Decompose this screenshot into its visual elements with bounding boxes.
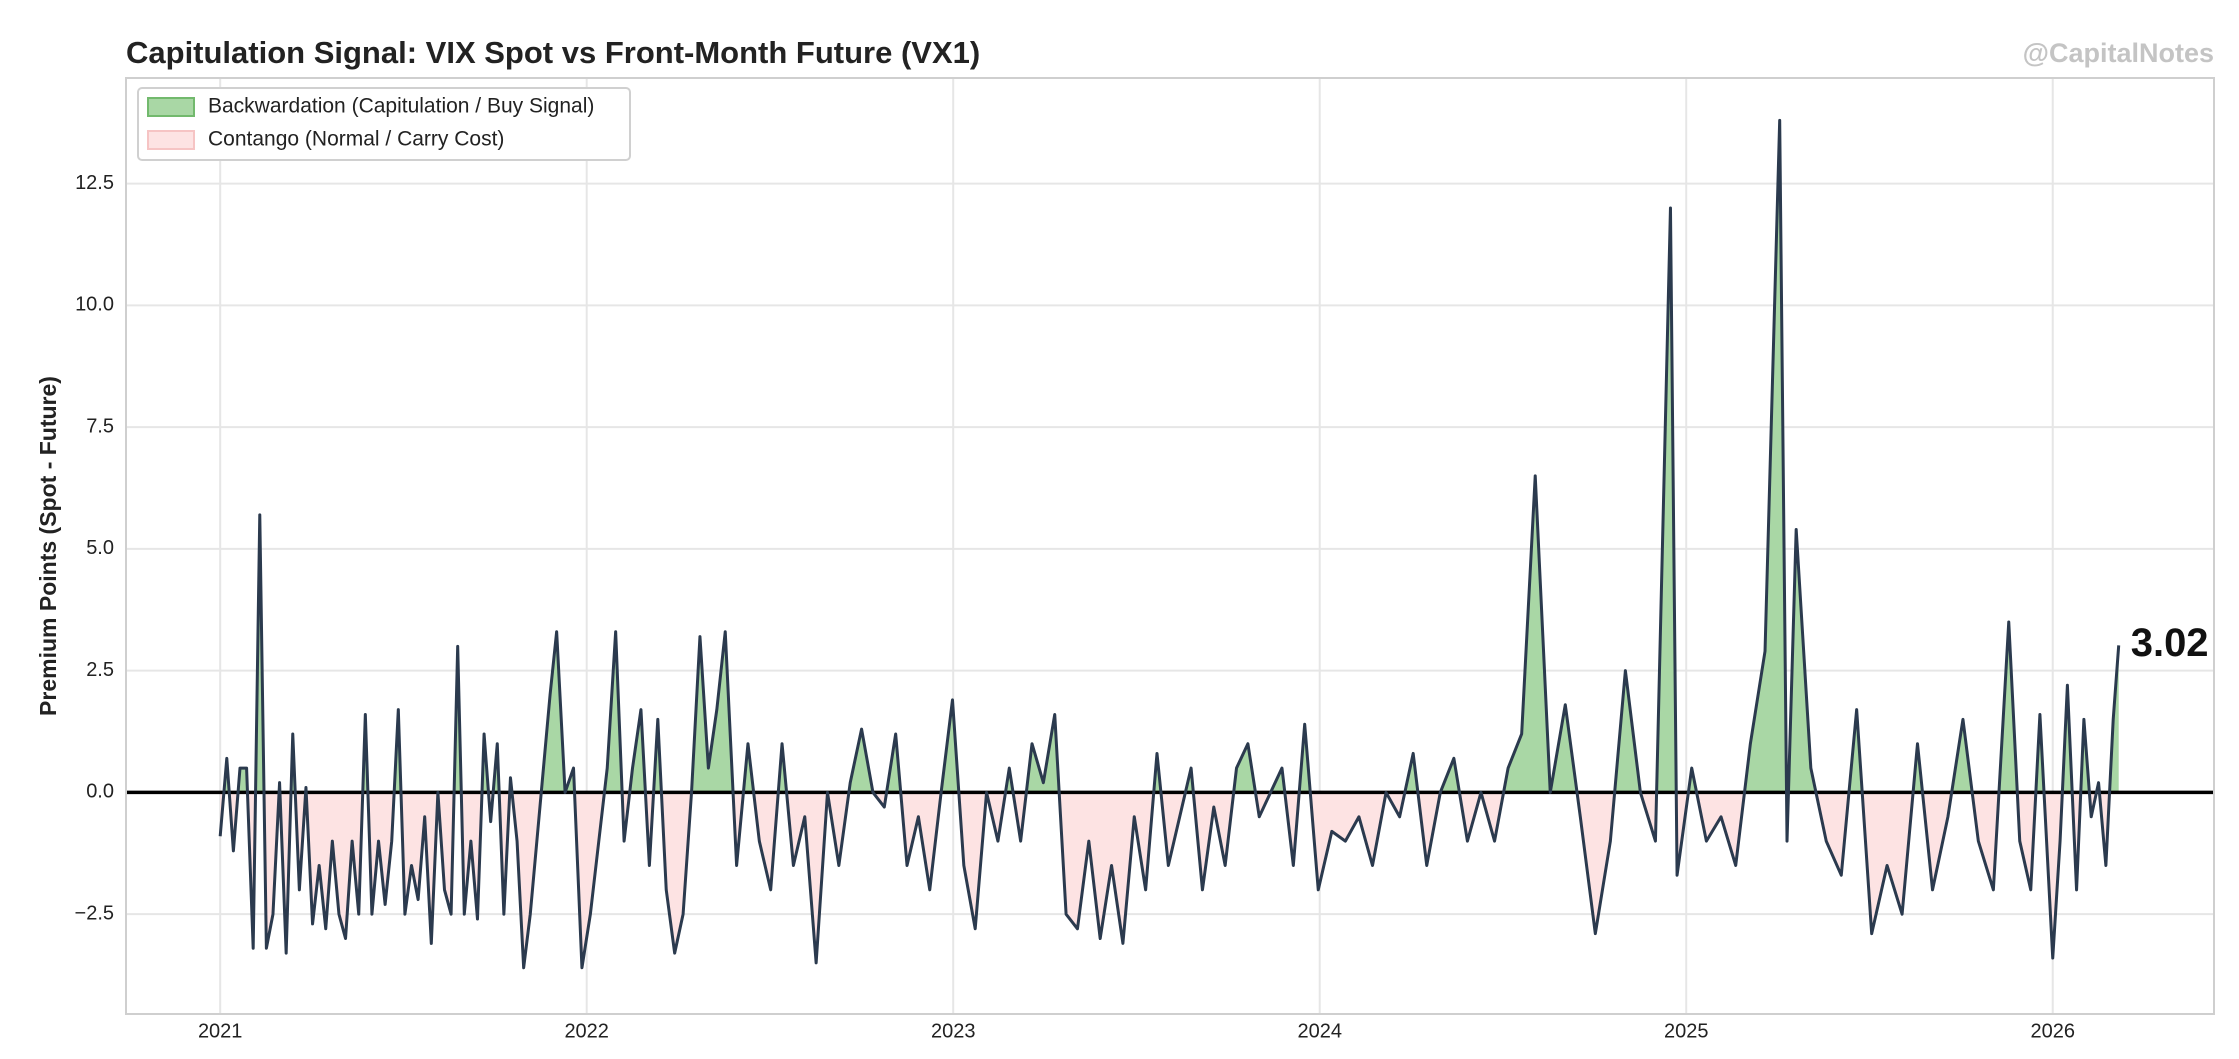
y-axis-label: Premium Points (Spot - Future) [35,376,61,716]
plot-frame [125,77,2215,1015]
y-tick-label: −2.5 [75,902,114,924]
x-tick-label: 2025 [1664,1020,1709,1042]
x-tick-label: 2023 [931,1020,976,1042]
y-tick-label: 5.0 [86,537,114,559]
annotation: 3.02 [2131,621,2209,665]
chart-title: Capitulation Signal: VIX Spot vs Front-M… [126,35,980,70]
legend-box [137,87,631,161]
line [218,118,2121,970]
x-tick-label: 2021 [198,1020,243,1042]
y-tick-label: 0.0 [86,781,114,803]
x-tick-label: 2022 [564,1020,609,1042]
watermark: @CapitalNotes [2023,38,2214,68]
legend-label: Backwardation (Capitulation / Buy Signal… [208,95,594,118]
legend-label: Contango (Normal / Carry Cost) [208,128,504,151]
y-tick-label: 2.5 [86,659,114,681]
y-tick-label: 10.0 [75,294,114,316]
x-tick-label: 2026 [2030,1020,2075,1042]
x-tick-label: 2024 [1297,1020,1342,1042]
legend-swatch [147,97,195,117]
area-negative [220,792,2110,968]
y-tick-label: 12.5 [75,172,114,194]
legend-swatch [147,130,195,150]
y-tick-label: 7.5 [86,415,114,437]
